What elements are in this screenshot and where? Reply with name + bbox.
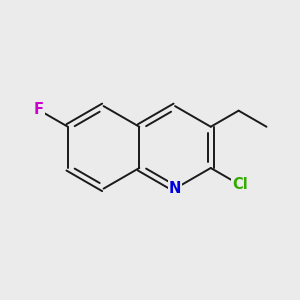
Text: F: F — [34, 102, 44, 117]
Text: N: N — [169, 181, 181, 196]
Text: Cl: Cl — [232, 177, 248, 192]
